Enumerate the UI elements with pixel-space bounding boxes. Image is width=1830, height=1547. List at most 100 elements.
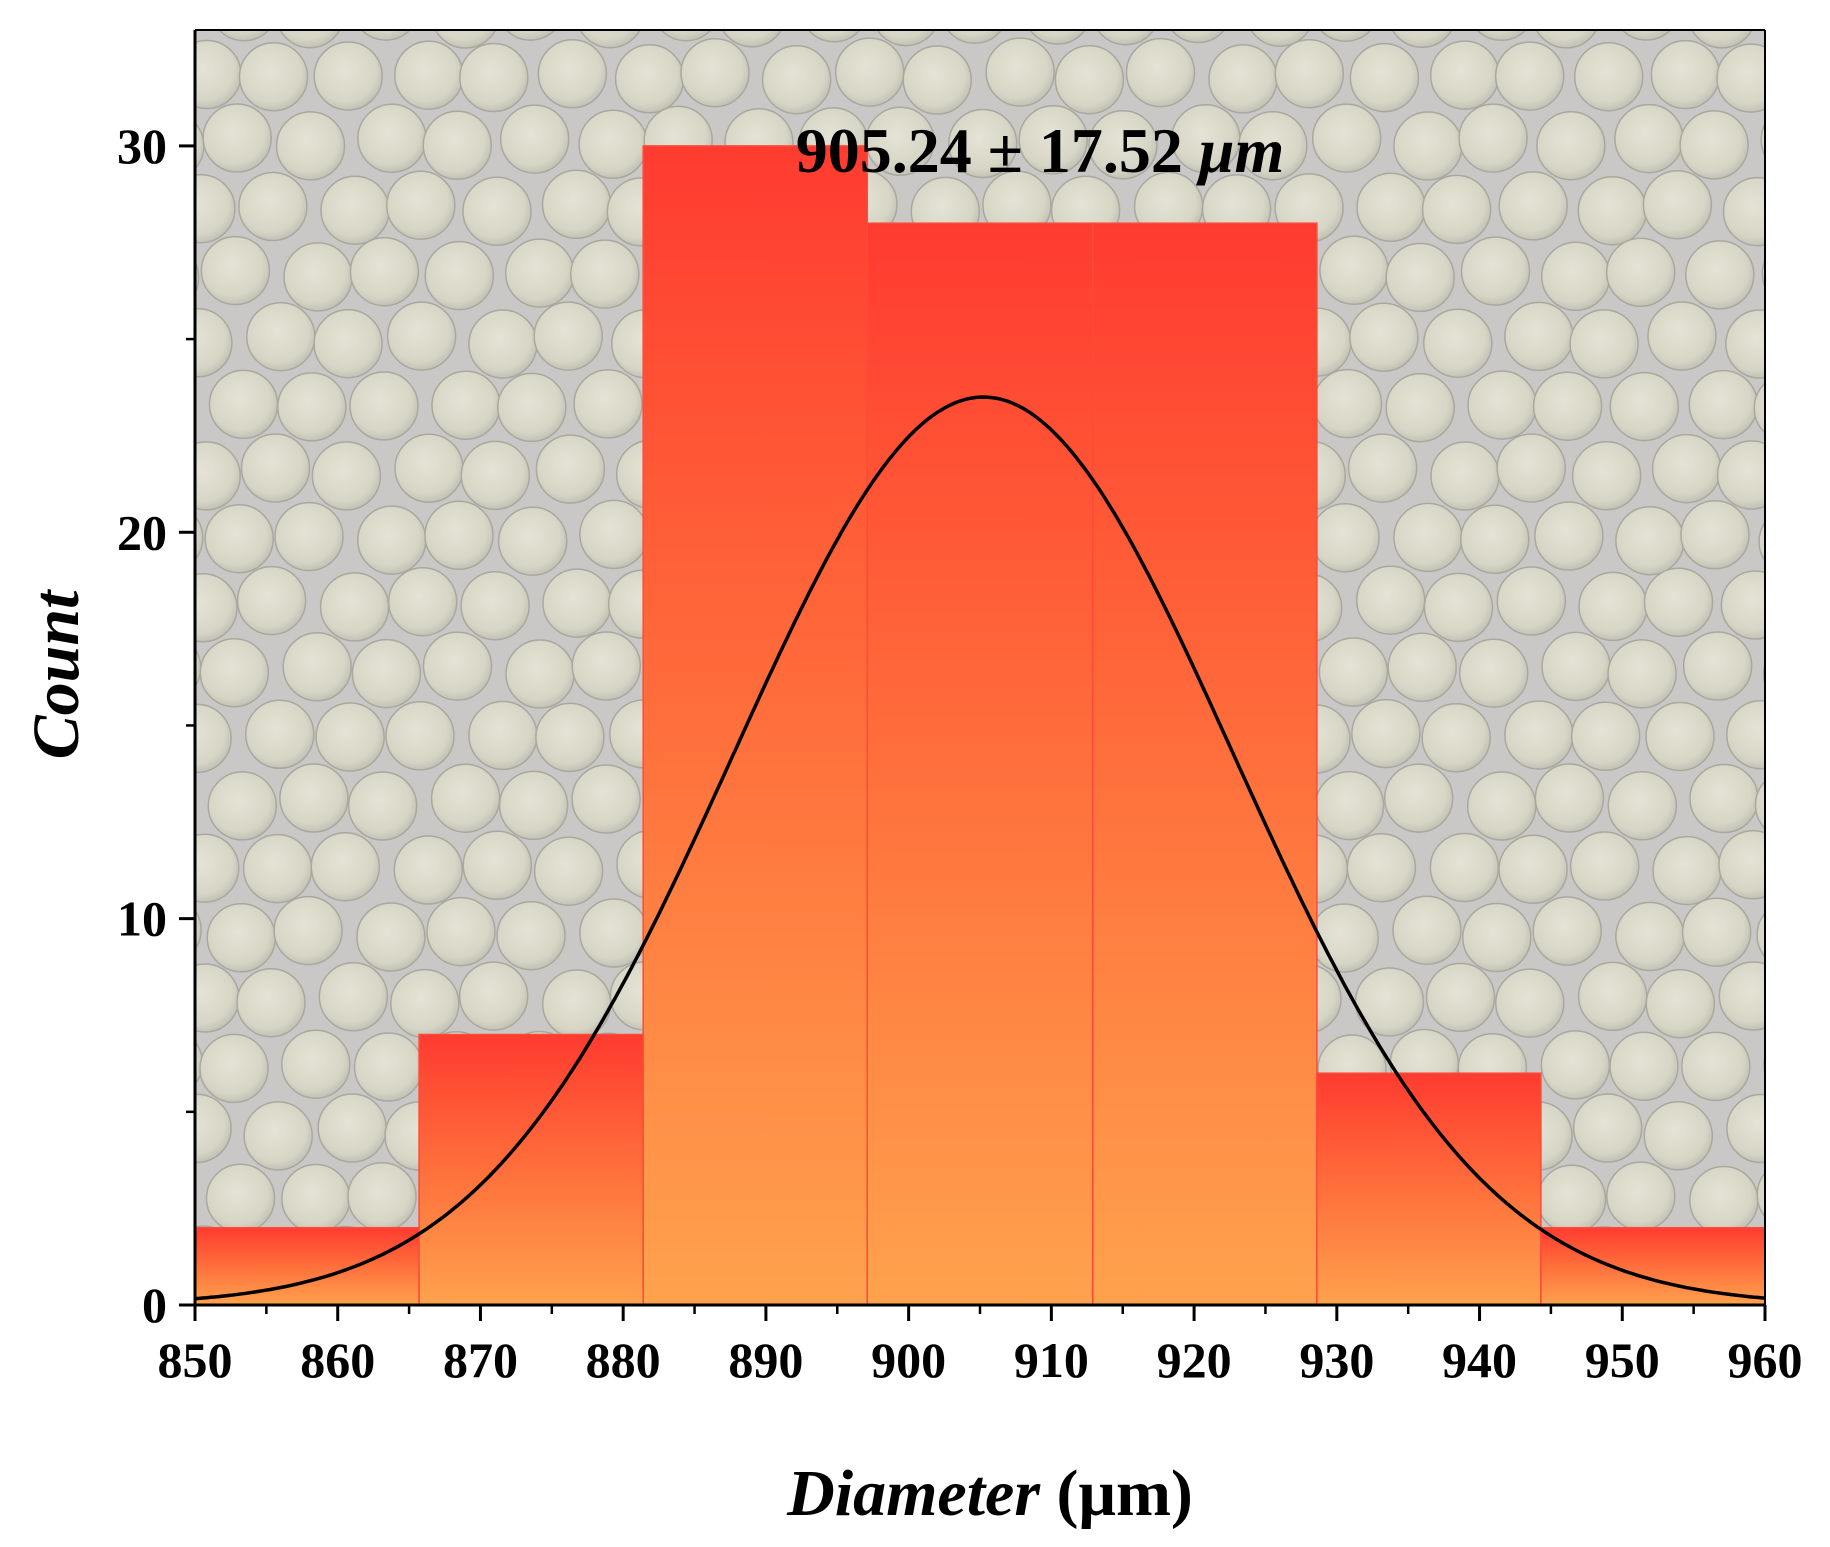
background-sphere (1349, 302, 1419, 373)
background-sphere (1573, 41, 1644, 112)
background-sphere (571, 631, 642, 701)
x-tick-label: 950 (1585, 1332, 1660, 1388)
histogram-bar (418, 1033, 644, 1306)
background-sphere (578, 109, 648, 180)
background-sphere (460, 440, 531, 511)
background-sphere (1716, 43, 1765, 113)
background-sphere (1762, 661, 1765, 687)
background-sphere (279, 30, 341, 49)
background-sphere (660, 30, 712, 42)
background-sphere (1680, 500, 1750, 570)
background-sphere (1467, 370, 1537, 440)
background-sphere (1756, 912, 1765, 959)
background-sphere (349, 236, 420, 307)
background-sphere (1460, 236, 1531, 306)
background-sphere (1534, 501, 1604, 571)
background-sphere (1679, 110, 1749, 180)
background-sphere (1319, 235, 1389, 306)
background-sphere (865, 106, 935, 177)
background-sphere (1753, 382, 1765, 434)
background-sphere (1540, 1030, 1611, 1100)
background-sphere (1651, 433, 1722, 504)
background-sphere (282, 632, 352, 702)
background-sphere (1466, 771, 1537, 841)
histogram-bar (866, 222, 1094, 1306)
background-sphere (1541, 631, 1611, 702)
normal-fit-curve (194, 395, 1766, 1301)
background-sphere (579, 30, 641, 49)
background-sphere (1532, 896, 1602, 966)
background-sphere (1170, 30, 1226, 44)
x-tick-label: 880 (586, 1332, 661, 1388)
x-tick-label: 890 (728, 1332, 803, 1388)
background-sphere (390, 968, 460, 1039)
background-sphere (238, 42, 309, 112)
background-sphere (1495, 968, 1565, 1038)
background-sphere (353, 1032, 424, 1102)
histogram-bar (194, 1226, 420, 1306)
background-sphere (761, 44, 832, 115)
background-sphere (1423, 572, 1494, 643)
background-sphere (195, 572, 238, 643)
background-sphere (1535, 30, 1598, 49)
x-axis-label-text: Diameter (786, 1457, 1041, 1530)
background-sphere (313, 41, 383, 111)
background-sphere (128, 0, 196, 47)
background-sphere (218, 30, 270, 42)
background-sphere (1351, 698, 1421, 769)
background-sphere (1498, 171, 1568, 241)
background-sphere (387, 566, 458, 637)
background-sphere (195, 833, 240, 903)
background-sphere (246, 301, 316, 372)
background-sphere (1761, 258, 1765, 289)
background-sphere (199, 1033, 269, 1104)
background-sphere (1642, 169, 1713, 240)
x-tick-label: 850 (158, 1332, 233, 1388)
background-sphere (721, 30, 783, 48)
background-sphere (318, 962, 389, 1032)
y-axis-label: Count (20, 589, 93, 759)
background-sphere (1763, 1053, 1765, 1076)
background-sphere (357, 505, 427, 575)
background-sphere (498, 770, 569, 841)
background-sphere (1208, 44, 1278, 114)
background-sphere (614, 44, 685, 114)
background-sphere (313, 308, 383, 379)
background-sphere (208, 369, 279, 440)
background-sphere (319, 572, 390, 642)
background-sphere (1577, 961, 1648, 1032)
background-sphere (195, 260, 200, 295)
background-sphere (1726, 1093, 1765, 1164)
background-sphere (505, 30, 556, 41)
background-sphere (496, 900, 566, 971)
background-sphere (460, 570, 530, 641)
background-sphere (1725, 309, 1765, 379)
background-sphere (1018, 105, 1088, 175)
background-sphere (386, 301, 457, 371)
background-sphere (1355, 565, 1426, 635)
background-sphere (245, 699, 315, 770)
background-sphere (1647, 301, 1717, 371)
background-sphere (430, 763, 501, 833)
background-sphere (1347, 433, 1418, 503)
background-sphere (351, 638, 422, 709)
background-sphere (385, 701, 455, 771)
x-tick-label: 900 (871, 1332, 946, 1388)
background-sphere (948, 108, 1018, 179)
x-axis-label-unit: (μm) (1040, 1457, 1193, 1530)
histogram-bar (642, 145, 869, 1306)
background-sphere (1393, 111, 1463, 181)
background-sphere (1504, 700, 1574, 770)
background-sphere (1088, 110, 1158, 180)
background-sphere (1722, 176, 1765, 247)
background-sphere (535, 702, 605, 773)
background-sphere (579, 499, 649, 570)
background-sphere (1318, 637, 1389, 707)
background-sphere (200, 235, 271, 306)
background-sphere (195, 404, 196, 413)
y-tick-label: 10 (117, 891, 167, 947)
background-sphere (431, 370, 501, 441)
background-sphere (360, 30, 412, 41)
background-sphere (1606, 1161, 1676, 1231)
